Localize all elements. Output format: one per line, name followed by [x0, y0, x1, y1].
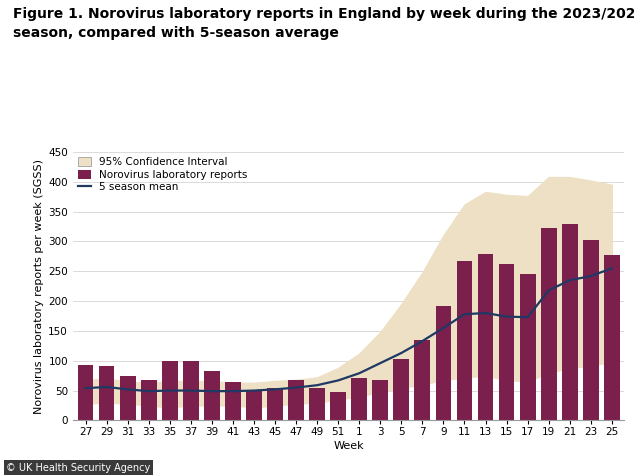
Bar [77, 365, 93, 420]
Bar [499, 264, 514, 420]
Bar [436, 306, 451, 420]
Bar [309, 388, 325, 420]
Bar [583, 240, 598, 420]
Bar [288, 380, 304, 420]
Bar [204, 371, 220, 420]
Y-axis label: Norovirus laboratory reports per week (SGSS): Norovirus laboratory reports per week (S… [34, 159, 44, 414]
Text: © UK Health Security Agency: © UK Health Security Agency [6, 463, 151, 473]
Bar [99, 366, 115, 420]
Bar [372, 380, 388, 420]
Bar [183, 361, 198, 420]
Text: season, compared with 5-season average: season, compared with 5-season average [13, 26, 339, 40]
Bar [541, 228, 557, 420]
Bar [415, 340, 430, 420]
Bar [330, 392, 346, 420]
Bar [141, 380, 157, 420]
Bar [120, 376, 136, 420]
Bar [477, 254, 493, 420]
Bar [520, 274, 536, 420]
Bar [394, 359, 409, 420]
Bar [456, 261, 472, 420]
Bar [246, 390, 262, 420]
Bar [162, 361, 178, 420]
X-axis label: Week: Week [333, 441, 364, 451]
Bar [225, 382, 241, 420]
Bar [267, 388, 283, 420]
Text: Figure 1. Norovirus laboratory reports in England by week during the 2023/2024: Figure 1. Norovirus laboratory reports i… [13, 7, 634, 21]
Bar [562, 224, 578, 420]
Bar [351, 378, 367, 420]
Legend: 95% Confidence Interval, Norovirus laboratory reports, 5 season mean: 95% Confidence Interval, Norovirus labor… [78, 157, 247, 192]
Bar [604, 255, 620, 420]
